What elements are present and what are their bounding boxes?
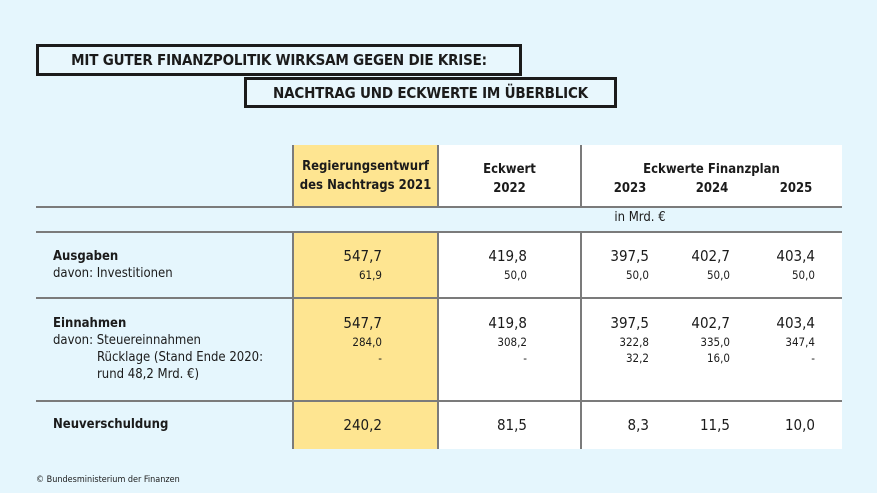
title-line-1: MIT GUTER FINANZPOLITIK WIRKSAM GEGEN DI… <box>36 44 522 76</box>
value-sub: 50,0 <box>625 268 649 282</box>
header-text: des Nachtrags 2021 <box>299 178 432 193</box>
header-year-2023: 2023 <box>613 181 647 196</box>
value-cell: 8,3 <box>628 416 649 434</box>
value-sub: 308,2 <box>497 335 527 349</box>
value-cell: 397,5 50,0 <box>610 247 649 283</box>
divider <box>36 400 842 402</box>
row-label-ausgaben: Ausgaben davon: Investitionen <box>53 248 173 282</box>
divider <box>36 297 842 299</box>
row-sublabel: davon: Investitionen <box>53 266 173 281</box>
header-finanzplan: Eckwerte Finanzplan <box>643 162 780 177</box>
unit-label: in Mrd. € <box>614 210 666 225</box>
value-sub: 16,0 <box>706 351 730 365</box>
divider <box>437 232 439 449</box>
value-main: 397,5 <box>610 314 649 332</box>
title-text-2: NACHTRAG UND ECKWERTE IM ÜBERBLICK <box>273 83 588 102</box>
row-title: Ausgaben <box>53 249 119 264</box>
value-main: 8,3 <box>627 416 649 434</box>
value-cell: 11,5 <box>700 416 730 434</box>
value-cell: 402,7 335,0 16,0 <box>691 314 730 366</box>
value-main: 402,7 <box>691 314 730 332</box>
value-sub: - <box>378 351 382 365</box>
value-main: 547,7 <box>343 247 382 265</box>
header-draft-2021: Regierungsentwurf des Nachtrags 2021 <box>293 157 438 195</box>
value-cell: 402,7 50,0 <box>691 247 730 283</box>
title-line-2: NACHTRAG UND ECKWERTE IM ÜBERBLICK <box>244 77 617 108</box>
value-cell: 419,8 308,2 - <box>488 314 527 366</box>
value-sub: 322,8 <box>619 335 649 349</box>
value-cell: 397,5 322,8 32,2 <box>610 314 649 366</box>
value-sub: 32,2 <box>625 351 649 365</box>
row-sublabel: Rücklage (Stand Ende 2020: <box>97 350 264 365</box>
value-main: 11,5 <box>699 416 730 434</box>
value-main: 81,5 <box>496 416 527 434</box>
draft-column-header-bg <box>293 145 438 207</box>
value-main: 403,4 <box>776 314 815 332</box>
header-bg <box>438 145 842 207</box>
value-sub: - <box>523 351 527 365</box>
value-main: 402,7 <box>691 247 730 265</box>
value-main: 403,4 <box>776 247 815 265</box>
divider <box>36 206 842 208</box>
value-cell: 547,7 61,9 <box>343 247 382 283</box>
copyright: © Bundesministerium der Finanzen <box>36 475 180 485</box>
header-text: Eckwert <box>483 162 536 177</box>
value-cell: 403,4 50,0 <box>776 247 815 283</box>
value-sub: 50,0 <box>706 268 730 282</box>
header-year-2024: 2024 <box>695 181 729 196</box>
value-sub: 50,0 <box>791 268 815 282</box>
row-sublabel: rund 48,2 Mrd. €) <box>97 367 200 382</box>
header-eckwert-2022: Eckwert 2022 <box>438 160 581 198</box>
divider <box>580 232 582 449</box>
value-sub: 61,9 <box>358 268 382 282</box>
value-main: 10,0 <box>784 416 815 434</box>
value-cell: 419,8 50,0 <box>488 247 527 283</box>
value-sub: - <box>811 351 815 365</box>
row-title: Einnahmen <box>53 316 127 331</box>
divider <box>437 145 439 207</box>
value-main: 419,8 <box>488 314 527 332</box>
value-sub: 335,0 <box>700 335 730 349</box>
header-text: 2022 <box>493 181 526 196</box>
value-cell: 403,4 347,4 - <box>776 314 815 366</box>
value-sub: 50,0 <box>503 268 527 282</box>
draft-column-bg <box>293 232 438 449</box>
row-sublabel: davon: Steuereinnahmen <box>53 333 201 348</box>
row-title: Neuverschuldung <box>53 417 169 432</box>
value-main: 240,2 <box>343 416 382 434</box>
value-cell: 81,5 <box>497 416 527 434</box>
value-sub: 347,4 <box>785 335 815 349</box>
row-label-einnahmen: Einnahmen davon: Steuereinnahmen Rücklag… <box>53 315 263 383</box>
value-main: 547,7 <box>343 314 382 332</box>
value-cell: 240,2 <box>343 416 382 434</box>
value-main: 397,5 <box>610 247 649 265</box>
value-sub: 284,0 <box>352 335 382 349</box>
value-cell: 10,0 <box>785 416 815 434</box>
title-text-1: MIT GUTER FINANZPOLITIK WIRKSAM GEGEN DI… <box>71 51 487 69</box>
header-year-2025: 2025 <box>779 181 813 196</box>
value-main: 419,8 <box>488 247 527 265</box>
header-text: Regierungsentwurf <box>302 159 429 174</box>
divider <box>36 231 842 233</box>
divider <box>580 145 582 207</box>
value-cell: 547,7 284,0 - <box>343 314 382 366</box>
divider <box>292 232 294 449</box>
row-label-neuverschuldung: Neuverschuldung <box>53 416 168 433</box>
divider <box>292 145 294 207</box>
